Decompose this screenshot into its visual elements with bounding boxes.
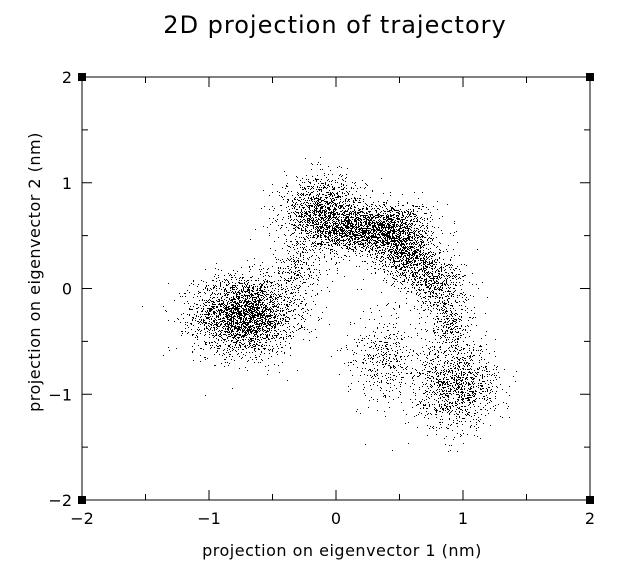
axis-tick-labels: −2 −1 0 1 2 −2 −1 0 1 2 xyxy=(48,68,595,528)
y-tick-label: −1 xyxy=(48,385,72,404)
y-tick-label: 0 xyxy=(62,280,72,299)
scatter-point-cloud xyxy=(142,157,517,452)
x-tick-label: 2 xyxy=(585,509,595,528)
scatter-points xyxy=(142,157,517,452)
x-tick-label: 0 xyxy=(331,509,341,528)
y-tick-label: 2 xyxy=(62,68,72,87)
x-tick-label: 1 xyxy=(458,509,468,528)
chart-title: 2D projection of trajectory xyxy=(163,11,506,39)
y-tick-label: 1 xyxy=(62,174,72,193)
x-axis-label: projection on eigenvector 1 (nm) xyxy=(202,541,482,560)
plot-frame xyxy=(81,76,591,501)
axis-ticks xyxy=(81,76,591,501)
y-axis-label: projection on eigenvector 2 (nm) xyxy=(25,132,44,412)
x-tick-label: −2 xyxy=(70,509,94,528)
y-tick-label: −2 xyxy=(48,491,72,510)
x-tick-label: −1 xyxy=(197,509,221,528)
